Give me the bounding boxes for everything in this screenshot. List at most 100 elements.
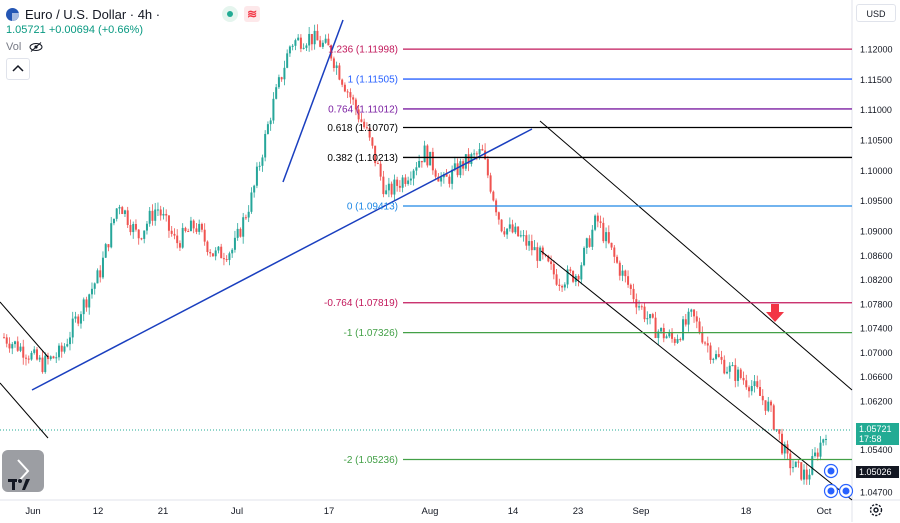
candle-body <box>767 401 770 411</box>
candle-body <box>792 467 795 469</box>
candle-body <box>484 150 487 160</box>
candle-body <box>517 226 520 237</box>
candle-body <box>346 91 349 93</box>
candle-body <box>74 316 77 319</box>
candle-body <box>530 241 533 251</box>
candlestick-series <box>3 24 827 485</box>
candle-body <box>682 319 685 340</box>
bar-countdown: 17:58 <box>859 434 882 444</box>
candle-body <box>24 357 27 359</box>
currency-button[interactable]: USD <box>856 4 896 22</box>
candle-body <box>239 228 242 237</box>
candle-body <box>209 252 212 254</box>
candle-body <box>99 270 102 278</box>
candle-body <box>258 165 261 167</box>
candle-body <box>728 365 731 372</box>
replay-button[interactable] <box>2 450 44 492</box>
candle-body <box>486 159 489 176</box>
symbol-header[interactable]: Euro / U.S. Dollar · 4h · ≋ <box>6 6 261 22</box>
candle-body <box>580 265 583 280</box>
candle-body <box>266 124 269 134</box>
candle-body <box>610 242 613 248</box>
candle-body <box>165 213 168 216</box>
candle-body <box>225 259 228 261</box>
price-tick-label: 1.11000 <box>860 105 892 115</box>
time-tick-label: 14 <box>508 506 519 517</box>
candle-body <box>178 243 181 248</box>
candle-body <box>577 275 580 280</box>
candle-body <box>618 262 621 276</box>
candle-body <box>118 207 121 209</box>
settings-gear-icon[interactable] <box>868 502 884 518</box>
candle-body <box>27 358 30 360</box>
candle-body <box>379 163 382 177</box>
candle-body <box>539 247 542 261</box>
candle-body <box>393 179 396 195</box>
time-tick-label: 18 <box>741 506 752 517</box>
candle-body <box>88 294 91 308</box>
time-tick-label: 21 <box>158 506 169 517</box>
vol-label: Vol <box>6 41 22 53</box>
collapse-legend-button[interactable] <box>6 58 30 80</box>
candle-body <box>418 160 421 168</box>
candle-body <box>154 209 157 221</box>
candle-body <box>11 344 14 349</box>
candle-body <box>255 166 258 186</box>
candle-body <box>668 333 671 337</box>
candle-body <box>371 137 374 146</box>
candle-body <box>643 306 646 320</box>
candle-body <box>750 386 753 392</box>
price-tick-label: 1.08200 <box>860 275 893 285</box>
candle-body <box>71 318 74 338</box>
fib-label: 1.236 (1.11998) <box>328 45 398 56</box>
candle-body <box>253 185 256 193</box>
candle-body <box>588 238 591 247</box>
price-tick-label: 1.06600 <box>860 372 893 382</box>
candle-body <box>214 250 217 257</box>
candle-body <box>286 53 289 68</box>
candle-body <box>684 319 687 325</box>
candle-body <box>550 261 553 265</box>
candle-body <box>761 395 764 401</box>
candle-body <box>357 109 360 120</box>
candle-body <box>822 439 825 443</box>
candle-body <box>44 355 47 373</box>
candle-body <box>690 309 693 312</box>
candle-body <box>396 179 399 186</box>
wave-icon[interactable]: ≋ <box>244 6 261 22</box>
candle-body <box>434 170 437 177</box>
price-tick-label: 1.07800 <box>860 299 893 309</box>
candle-body <box>203 229 206 242</box>
candle-body <box>261 157 264 166</box>
candle-body <box>489 175 492 192</box>
quote-line: 1.05721 +0.00694 (+0.66%) <box>6 24 144 36</box>
candle-body <box>429 151 432 166</box>
candle-body <box>698 321 701 333</box>
candle-body <box>220 246 223 259</box>
volume-legend[interactable]: Vol <box>6 41 43 53</box>
candle-body <box>533 247 536 251</box>
candle-body <box>437 176 440 182</box>
candle-body <box>316 30 319 41</box>
candle-body <box>162 213 165 216</box>
impulse-line <box>282 19 344 183</box>
candle-body <box>723 359 726 374</box>
time-tick-label: 12 <box>93 506 104 517</box>
candle-body <box>49 356 52 360</box>
candle-body <box>431 151 434 171</box>
eye-hidden-icon[interactable] <box>29 42 43 52</box>
candle-body <box>170 230 173 234</box>
candle-body <box>233 237 236 250</box>
candle-body <box>38 357 41 360</box>
candle-body <box>352 97 355 100</box>
candle-body <box>126 210 129 226</box>
candle-body <box>701 332 704 343</box>
candle-body <box>96 270 99 284</box>
price-tick-label: 1.09000 <box>860 227 893 237</box>
candle-body <box>651 314 654 318</box>
candle-body <box>492 191 495 201</box>
candle-body <box>748 387 751 392</box>
market-open-icon[interactable] <box>222 6 239 22</box>
candle-body <box>115 208 118 219</box>
